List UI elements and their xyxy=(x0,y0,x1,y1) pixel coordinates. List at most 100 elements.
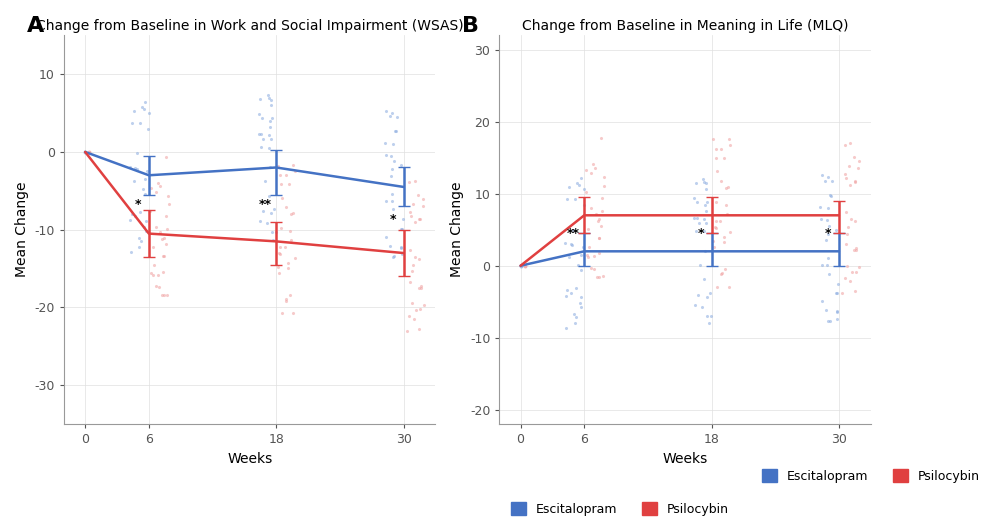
Point xyxy=(558,292,574,300)
Point xyxy=(561,182,577,191)
Point xyxy=(847,178,863,186)
Point xyxy=(583,204,599,212)
Point xyxy=(595,272,611,281)
Point xyxy=(575,243,591,252)
Point xyxy=(410,190,426,199)
Point xyxy=(570,261,586,269)
Point xyxy=(847,217,863,225)
Point xyxy=(578,166,594,174)
Point xyxy=(594,193,610,202)
Point xyxy=(272,243,288,252)
Point xyxy=(405,261,421,269)
Point xyxy=(828,226,844,234)
Point xyxy=(138,217,154,226)
Text: *: * xyxy=(135,198,141,211)
Point xyxy=(843,215,859,223)
Point xyxy=(567,318,583,327)
Point xyxy=(77,148,93,156)
Point xyxy=(567,195,583,203)
Point xyxy=(413,281,429,290)
Point xyxy=(709,282,725,291)
Point xyxy=(401,178,417,187)
Point xyxy=(578,188,594,197)
Point xyxy=(145,271,161,279)
Point xyxy=(696,275,712,284)
Point xyxy=(378,151,394,159)
Point xyxy=(697,247,713,256)
Point xyxy=(282,291,298,299)
Point xyxy=(415,202,431,210)
Point xyxy=(158,240,174,248)
Point xyxy=(812,203,828,211)
Point xyxy=(136,223,152,231)
Point xyxy=(813,215,829,223)
Point xyxy=(829,289,845,298)
Point xyxy=(722,228,738,236)
Text: B: B xyxy=(462,16,479,36)
Point xyxy=(131,234,147,242)
Point xyxy=(394,250,410,259)
Point xyxy=(278,295,294,304)
Point xyxy=(156,291,172,299)
Point xyxy=(122,216,138,225)
Text: *: * xyxy=(825,227,832,240)
Point xyxy=(717,265,733,274)
Point xyxy=(850,164,866,173)
Point xyxy=(137,98,153,106)
Point xyxy=(142,207,158,215)
Point xyxy=(828,289,844,297)
Point xyxy=(263,101,279,110)
Point xyxy=(264,114,280,122)
Point xyxy=(847,287,863,295)
Point xyxy=(839,229,855,238)
Point xyxy=(814,261,830,269)
Point xyxy=(829,315,845,323)
Point xyxy=(145,242,161,251)
Point xyxy=(565,226,581,234)
Point xyxy=(851,157,867,165)
Point xyxy=(287,253,303,262)
Point xyxy=(261,143,277,152)
Point xyxy=(141,109,157,118)
Point xyxy=(389,113,405,121)
Point xyxy=(385,205,401,213)
Point xyxy=(824,177,840,186)
Point xyxy=(844,268,860,276)
Point xyxy=(393,243,409,252)
Point xyxy=(404,299,420,308)
Point xyxy=(155,252,171,260)
Point xyxy=(412,215,428,223)
Y-axis label: Mean Change: Mean Change xyxy=(15,182,29,277)
Point xyxy=(148,282,164,290)
Point xyxy=(281,179,297,188)
Point xyxy=(377,138,393,147)
Point xyxy=(399,327,415,335)
Point xyxy=(127,212,143,221)
Point xyxy=(150,270,166,279)
Point xyxy=(138,227,154,235)
Point xyxy=(254,114,270,122)
Text: **: ** xyxy=(567,227,580,240)
Point xyxy=(818,236,834,245)
Point xyxy=(702,289,718,297)
Point xyxy=(277,243,293,251)
Point xyxy=(278,171,294,180)
Point xyxy=(285,209,301,218)
Point xyxy=(407,218,423,227)
Point xyxy=(846,153,862,161)
Point xyxy=(282,227,298,235)
Point xyxy=(278,203,294,211)
Point xyxy=(699,311,715,320)
Point xyxy=(383,172,399,180)
Point xyxy=(378,106,394,115)
Point xyxy=(706,243,722,251)
Point xyxy=(696,215,712,223)
Point xyxy=(285,161,301,170)
Point xyxy=(134,103,150,111)
Point xyxy=(821,221,837,230)
Text: *: * xyxy=(390,213,396,227)
Point xyxy=(255,135,271,143)
Point xyxy=(257,177,273,185)
Point xyxy=(576,200,592,209)
Point xyxy=(158,212,174,220)
